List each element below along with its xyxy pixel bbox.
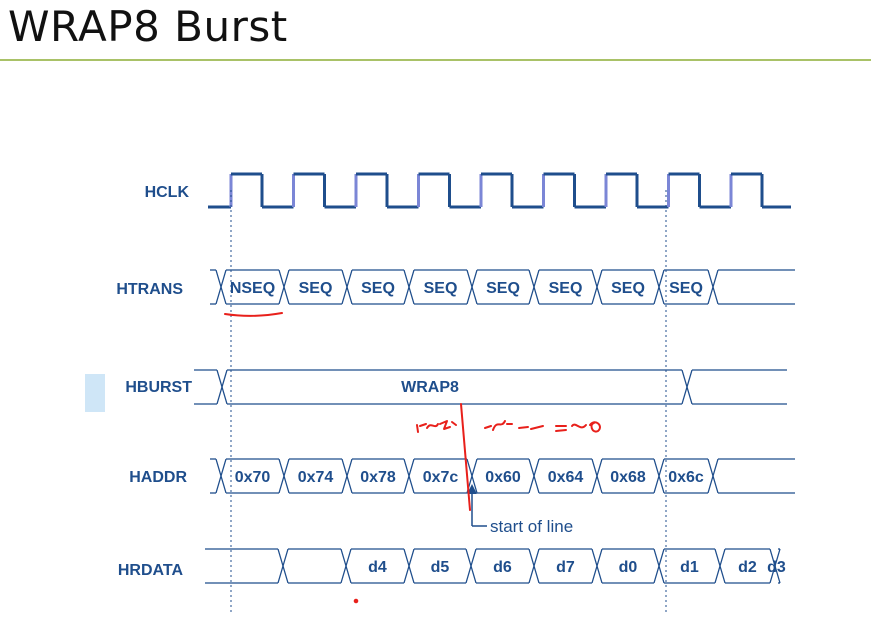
hrdata-waveform: d4 d5 d6 d7 d0 d1 d2 d3 <box>205 548 786 584</box>
htrans-transition <box>707 269 719 305</box>
hrdata-value: d2 <box>738 559 757 576</box>
haddr-waveform: 0x70 0x74 0x78 0x7c 0x60 0x64 0x68 0x6c <box>210 458 795 494</box>
haddr-value: 0x74 <box>298 469 334 486</box>
haddr-value: 0x78 <box>360 469 396 486</box>
htrans-waveform: NSEQ SEQ SEQ SEQ SEQ SEQ SEQ SEQ <box>210 269 795 305</box>
hrdata-transition <box>528 548 540 584</box>
hrdata-transition <box>403 548 415 584</box>
htrans-transition <box>215 269 227 305</box>
haddr-transition <box>278 458 290 494</box>
haddr-value: 0x60 <box>485 469 521 486</box>
htrans-transition <box>341 269 353 305</box>
hrdata-transition <box>277 548 289 584</box>
hclk-waveform <box>208 172 791 209</box>
haddr-transition <box>653 458 665 494</box>
hrdata-transition <box>653 548 665 584</box>
htrans-value: SEQ <box>669 280 703 297</box>
hrdata-value: d0 <box>619 559 638 576</box>
htrans-value: SEQ <box>611 280 645 297</box>
htrans-value: NSEQ <box>230 280 275 297</box>
htrans-label: HTRANS <box>116 281 183 298</box>
htrans-value: SEQ <box>424 280 458 297</box>
hrdata-value: d4 <box>368 559 387 576</box>
hrdata-transition <box>714 548 726 584</box>
htrans-transition <box>466 269 478 305</box>
hrdata-label: HRDATA <box>118 562 184 579</box>
htrans-value: SEQ <box>549 280 583 297</box>
htrans-transition <box>278 269 290 305</box>
hrdata-value: d3 <box>767 559 786 576</box>
hburst-waveform: WRAP8 <box>194 369 787 405</box>
haddr-transition <box>403 458 415 494</box>
htrans-value: SEQ <box>486 280 520 297</box>
hrdata-value: d7 <box>556 559 575 576</box>
handwritten-annotation <box>224 312 601 604</box>
hrdata-value: d5 <box>431 559 450 576</box>
hrdata-transition <box>465 548 477 584</box>
hrdata-transition <box>769 548 781 584</box>
hburst-label: HBURST <box>125 379 192 396</box>
hclk-label: HCLK <box>145 184 190 201</box>
start-of-line-label: start of line <box>490 517 573 536</box>
htrans-value: SEQ <box>299 280 333 297</box>
title-divider <box>0 59 871 61</box>
slide-title: WRAP8 Burst <box>8 2 288 51</box>
hburst-highlight-marker <box>85 374 105 412</box>
haddr-value: 0x70 <box>235 469 271 486</box>
haddr-transition <box>341 458 353 494</box>
htrans-transition <box>653 269 665 305</box>
hrdata-value: d1 <box>680 559 699 576</box>
haddr-transition <box>215 458 227 494</box>
hburst-transition <box>216 369 228 405</box>
haddr-transition <box>707 458 719 494</box>
hburst-transition <box>681 369 693 405</box>
hrdata-transition <box>340 548 352 584</box>
haddr-value: 0x7c <box>423 469 459 486</box>
haddr-value: 0x68 <box>610 469 646 486</box>
hrdata-transition <box>591 548 603 584</box>
htrans-value: SEQ <box>361 280 395 297</box>
hburst-value: WRAP8 <box>401 379 459 396</box>
hrdata-value: d6 <box>493 559 512 576</box>
htrans-transition <box>403 269 415 305</box>
haddr-value: 0x6c <box>668 469 704 486</box>
haddr-value: 0x64 <box>548 469 584 486</box>
haddr-transition <box>591 458 603 494</box>
htrans-transition <box>591 269 603 305</box>
start-of-line-pointer <box>467 484 487 527</box>
haddr-label: HADDR <box>129 469 187 486</box>
haddr-transition <box>528 458 540 494</box>
htrans-transition <box>528 269 540 305</box>
